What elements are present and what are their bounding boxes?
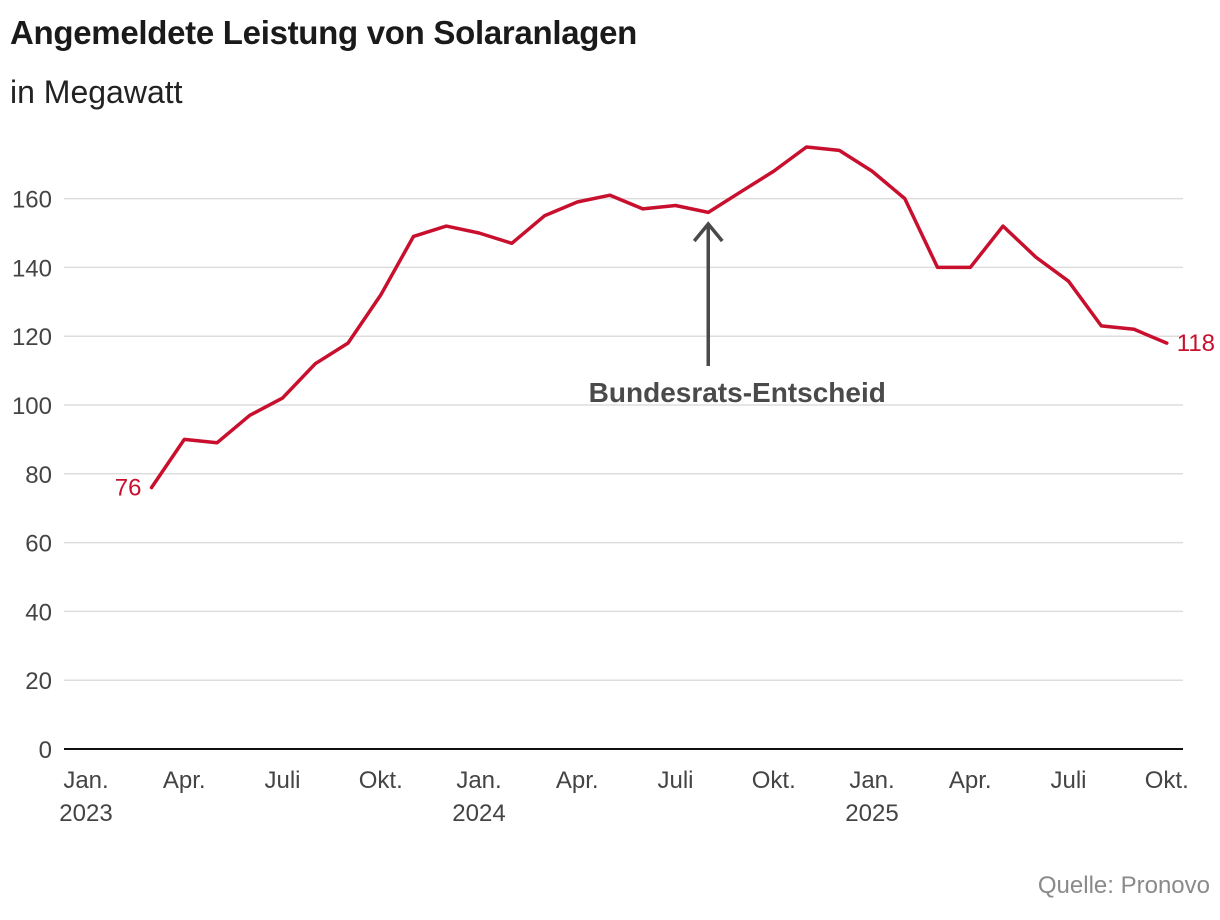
x-tick-label: Okt.	[1145, 767, 1189, 794]
x-tick-label: Apr.	[163, 767, 206, 794]
end-value-label: 118	[1177, 330, 1215, 357]
x-tick-label: Jan.	[456, 767, 501, 794]
x-tick-year-label: 2025	[845, 800, 898, 827]
x-tick-label: Jan.	[849, 767, 894, 794]
y-tick-label: 160	[12, 187, 52, 214]
x-tick-label: Juli	[1050, 767, 1086, 794]
chart-subtitle: in Megawatt	[10, 74, 183, 110]
chart-title: Angemeldete Leistung von Solaranlagen	[10, 14, 638, 51]
x-tick-year-label: 2023	[59, 800, 112, 827]
y-tick-label: 0	[39, 737, 52, 764]
source-note: Quelle: Pronovo	[1037, 872, 1210, 899]
x-tick-label: Okt.	[752, 767, 796, 794]
x-tick-label: Okt.	[359, 767, 403, 794]
y-tick-label: 100	[12, 393, 52, 420]
annotation-arrowhead	[692, 221, 724, 243]
y-tick-label: 60	[25, 531, 52, 558]
x-tick-label: Juli	[264, 767, 300, 794]
series-line	[149, 145, 1169, 490]
y-tick-label: 20	[25, 668, 52, 695]
start-value-label: 76	[115, 475, 142, 502]
y-tick-label: 120	[12, 324, 52, 351]
y-tick-label: 80	[25, 462, 52, 489]
x-tick-label: Juli	[657, 767, 693, 794]
x-tick-label: Apr.	[949, 767, 992, 794]
x-tick-year-label: 2024	[452, 800, 505, 827]
y-tick-label: 140	[12, 255, 52, 282]
y-tick-label: 40	[25, 599, 52, 626]
x-tick-label: Jan.	[63, 767, 108, 794]
x-tick-label: Apr.	[556, 767, 599, 794]
annotation-label: Bundesrats-Entscheid	[589, 377, 886, 408]
